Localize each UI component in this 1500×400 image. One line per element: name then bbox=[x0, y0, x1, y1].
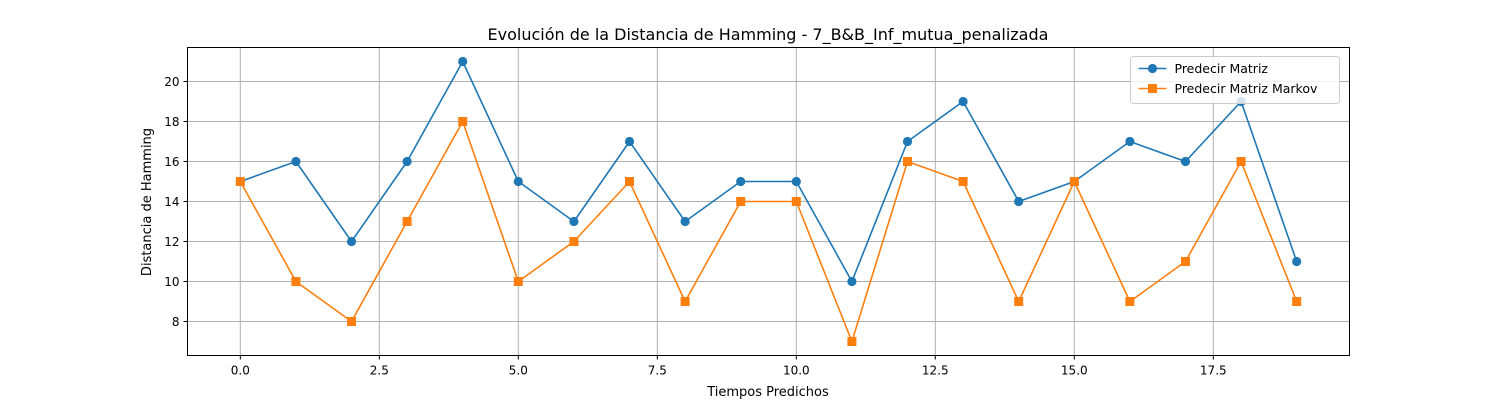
data-point bbox=[847, 276, 857, 287]
data-point bbox=[624, 136, 635, 147]
legend-box bbox=[1130, 56, 1340, 104]
data-point bbox=[1236, 157, 1246, 166]
y-tick-label: 20 bbox=[164, 75, 179, 89]
plot-frame bbox=[187, 47, 1350, 356]
data-point bbox=[625, 177, 635, 186]
data-point bbox=[1069, 177, 1079, 186]
x-axis-ticks: 0.0 2.5 5.0 7.5 10.0 12.5 15.0 17.5 bbox=[231, 355, 1227, 378]
data-point bbox=[458, 56, 468, 67]
series-line bbox=[239, 120, 1298, 343]
legend-label: Predecir Matriz Markov bbox=[1175, 81, 1318, 96]
y-tick-label: 12 bbox=[164, 235, 179, 249]
data-point bbox=[847, 337, 857, 346]
x-tick-label: 2.5 bbox=[370, 364, 389, 378]
data-point bbox=[1014, 196, 1024, 207]
data-point bbox=[958, 96, 968, 107]
data-point bbox=[1125, 297, 1135, 306]
y-tick-label: 10 bbox=[164, 275, 179, 289]
data-point bbox=[569, 216, 579, 227]
y-tick-label: 18 bbox=[164, 115, 179, 129]
data-point bbox=[680, 216, 690, 227]
data-point bbox=[680, 297, 690, 306]
data-point bbox=[513, 277, 523, 286]
data-point bbox=[1125, 136, 1135, 147]
y-axis-label: Distancia de Hamming bbox=[140, 128, 155, 276]
chart-title: Evolución de la Distancia de Hamming - 7… bbox=[488, 25, 1049, 45]
plot-series bbox=[235, 56, 1302, 346]
x-tick-label: 12.5 bbox=[922, 364, 949, 378]
data-point bbox=[791, 197, 801, 206]
x-tick-label: 5.0 bbox=[509, 364, 528, 378]
data-point bbox=[1180, 156, 1191, 167]
data-point bbox=[569, 237, 579, 246]
legend-item: Predecir Matriz Markov bbox=[1138, 81, 1318, 96]
x-tick-label: 17.5 bbox=[1200, 364, 1227, 378]
x-tick-label: 0.0 bbox=[231, 364, 250, 378]
data-point bbox=[1180, 257, 1190, 266]
series-1 bbox=[235, 56, 1302, 287]
legend-label: Predecir Matriz bbox=[1175, 61, 1269, 76]
data-point bbox=[1292, 256, 1302, 267]
legend-item: Predecir Matriz bbox=[1138, 61, 1269, 76]
y-tick-label: 16 bbox=[164, 155, 179, 169]
grid-lines bbox=[187, 47, 1350, 356]
data-point bbox=[902, 136, 913, 147]
data-point bbox=[347, 317, 357, 326]
data-point bbox=[235, 177, 245, 186]
legend: Predecir Matriz Predecir Matriz Markov bbox=[1130, 56, 1340, 104]
data-point bbox=[513, 176, 523, 187]
data-point bbox=[791, 176, 801, 187]
data-point bbox=[291, 277, 301, 286]
series-2 bbox=[235, 117, 1302, 346]
data-point bbox=[402, 217, 412, 226]
data-point bbox=[736, 197, 746, 206]
x-axis-label: Tiempos Predichos bbox=[706, 385, 829, 400]
x-tick-label: 15.0 bbox=[1061, 364, 1088, 378]
data-point bbox=[1292, 297, 1302, 306]
y-axis-ticks: 8 10 12 14 16 18 20 bbox=[164, 75, 188, 329]
data-point bbox=[902, 157, 912, 166]
data-point bbox=[346, 236, 357, 247]
data-point bbox=[402, 156, 412, 167]
legend-marker bbox=[1148, 84, 1157, 93]
x-tick-label: 7.5 bbox=[648, 364, 667, 378]
legend-marker bbox=[1147, 63, 1158, 74]
data-point bbox=[736, 176, 746, 187]
y-tick-label: 8 bbox=[172, 315, 180, 329]
data-point bbox=[958, 177, 968, 186]
data-point bbox=[1014, 297, 1024, 306]
data-point bbox=[291, 156, 301, 167]
series-line bbox=[240, 60, 1298, 283]
x-tick-label: 10.0 bbox=[783, 364, 810, 378]
y-tick-label: 14 bbox=[164, 195, 179, 209]
data-point bbox=[458, 117, 468, 126]
